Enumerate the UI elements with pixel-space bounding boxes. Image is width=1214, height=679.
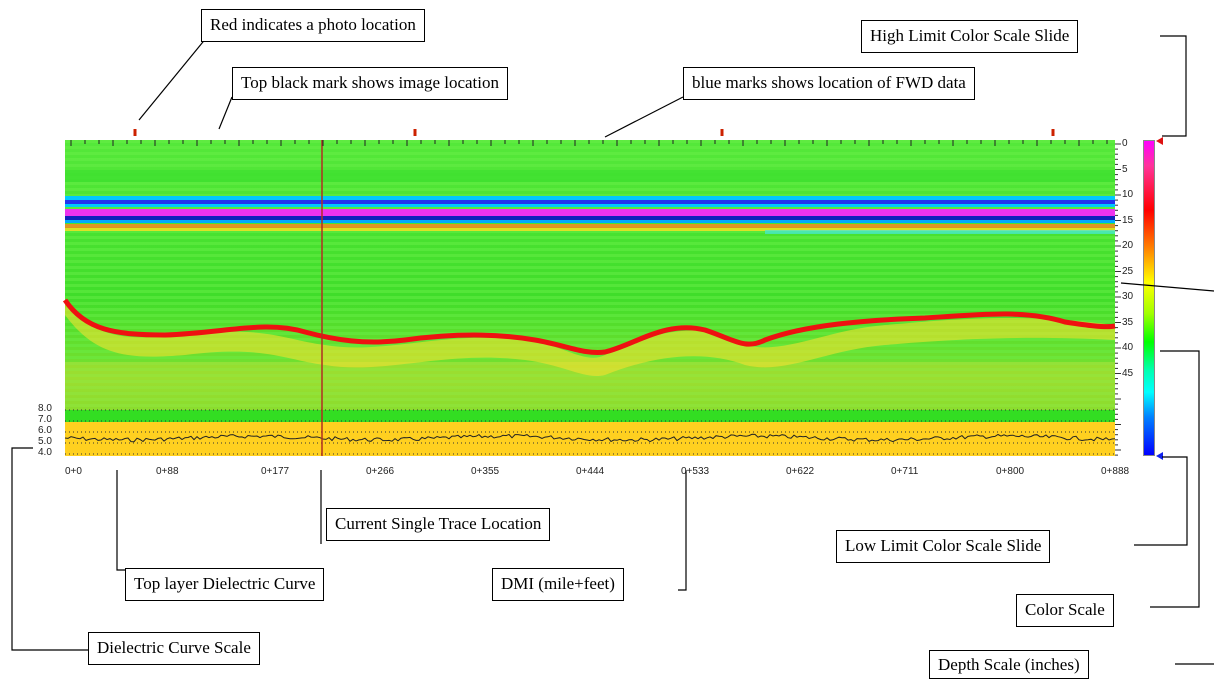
depth-tick-label: 10 xyxy=(1122,189,1134,200)
dmi-tick-label: 0+177 xyxy=(261,466,290,477)
callout-photo: Red indicates a photo location xyxy=(201,9,425,42)
leader-dielectric-scale xyxy=(11,447,88,651)
layer-band-cyan xyxy=(65,196,1115,200)
depth-tick-label: 40 xyxy=(1122,342,1134,353)
dmi-tick-label: 0+355 xyxy=(471,466,500,477)
layer-band-blue xyxy=(65,200,1115,204)
depth-tick-label: 5 xyxy=(1122,163,1128,175)
dmi-tick-label: 0+533 xyxy=(681,466,710,477)
callout-dmi: DMI (mile+feet) xyxy=(492,568,624,601)
dielectric-band xyxy=(65,422,1115,456)
leader-color-scale xyxy=(1150,350,1200,608)
reflector-curve xyxy=(62,298,1116,356)
dielectric-tick-label: 6.0 xyxy=(38,425,52,436)
photo-location-mark[interactable] xyxy=(720,129,724,136)
dmi-tick-label: 0+444 xyxy=(576,466,605,477)
depth-tick-label: 20 xyxy=(1122,240,1134,251)
leader-dielectric-curve xyxy=(116,470,125,571)
dmi-tick-label: 0+622 xyxy=(786,466,815,477)
photo-location-mark[interactable] xyxy=(413,129,417,136)
depth-tick-label: 30 xyxy=(1122,291,1134,302)
leader-dmi xyxy=(678,470,687,591)
dmi-tick-label: 0+0 xyxy=(65,466,82,477)
callout-color-scale: Color Scale xyxy=(1016,594,1114,627)
callout-depth-scale: Depth Scale (inches) xyxy=(929,650,1089,679)
leader-depth xyxy=(1120,282,1214,292)
layer-band-blue xyxy=(65,216,1115,220)
depth-tick-label: 35 xyxy=(1122,316,1134,328)
callout-dielectric-scale: Dielectric Curve Scale xyxy=(88,632,260,665)
callout-low-limit: Low Limit Color Scale Slide xyxy=(836,530,1051,563)
leader-low-limit xyxy=(1134,456,1188,546)
layer-band-cyan xyxy=(65,220,1115,223)
photo-location-mark[interactable] xyxy=(133,129,137,136)
callout-dielectric-curve: Top layer Dielectric Curve xyxy=(125,568,325,601)
dielectric-tick-label: 5.0 xyxy=(38,436,52,447)
callout-high-limit: High Limit Color Scale Slide xyxy=(861,20,1079,53)
dielectric-curve xyxy=(64,433,1116,443)
leader-image-mark xyxy=(218,96,233,130)
layer-band-cyan xyxy=(765,230,1115,234)
dielectric-tick-label: 8.0 xyxy=(38,403,52,414)
dmi-tick-label: 0+800 xyxy=(996,466,1025,477)
depth-tick-label: 45 xyxy=(1122,367,1134,379)
leader-fwd xyxy=(604,96,684,138)
callout-image-mark: Top black mark shows image location xyxy=(232,67,508,100)
red-triangle-icon[interactable] xyxy=(1156,137,1163,145)
layer-band-magenta xyxy=(65,209,1115,216)
leader-photo xyxy=(138,36,208,121)
dmi-tick-label: 0+88 xyxy=(156,466,179,477)
color-scale-bar[interactable] xyxy=(1143,140,1155,456)
layer-band xyxy=(65,170,1115,182)
callout-trace: Current Single Trace Location xyxy=(326,508,551,541)
photo-location-mark[interactable] xyxy=(1051,129,1055,136)
callout-fwd: blue marks shows location of FWD data xyxy=(683,67,975,100)
layer-band-cyan xyxy=(65,204,1115,207)
depth-tick-label: 15 xyxy=(1122,214,1134,226)
lower-green-band xyxy=(65,410,1115,422)
depth-tick-label: 25 xyxy=(1122,265,1134,277)
layer-band-yellow xyxy=(65,228,1115,231)
dielectric-tick-label: 4.0 xyxy=(38,447,52,458)
leader-high-limit xyxy=(1160,35,1187,137)
dmi-tick-label: 0+711 xyxy=(891,466,919,477)
blue-triangle-icon[interactable] xyxy=(1156,452,1163,460)
dmi-tick-label: 0+266 xyxy=(366,466,395,477)
radargram-texture xyxy=(65,140,1115,456)
dmi-tick-label: 0+888 xyxy=(1101,466,1130,477)
depth-tick-label: 0 xyxy=(1122,138,1128,149)
layer-band-orange xyxy=(65,224,1115,228)
gpr-radargram[interactable] xyxy=(62,129,1116,456)
reflector-halo xyxy=(65,300,1115,377)
top-marks xyxy=(70,129,1108,146)
dielectric-tick-label: 7.0 xyxy=(38,414,52,425)
